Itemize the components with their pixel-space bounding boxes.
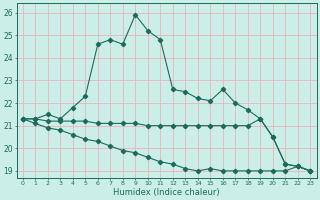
X-axis label: Humidex (Indice chaleur): Humidex (Indice chaleur) (113, 188, 220, 197)
